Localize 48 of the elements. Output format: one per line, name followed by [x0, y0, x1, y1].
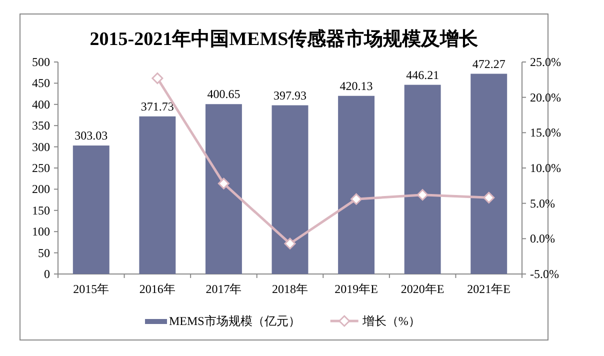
point: [284, 238, 296, 250]
y-tick-label: 250: [32, 161, 50, 175]
legend-label: MEMS市场规模（亿元）: [169, 314, 300, 328]
bar: [338, 96, 375, 274]
y-tick-label: 100: [32, 224, 50, 239]
y2-tick-label: 15.0%: [530, 126, 561, 140]
y-tick-label: 400: [32, 97, 50, 112]
data-label: 303.03: [74, 128, 108, 143]
data-label: 446.21: [406, 68, 440, 82]
x-tick-label: 2021年E: [467, 282, 511, 296]
y-tick-label: 300: [32, 140, 50, 154]
data-label: 400.65: [207, 87, 240, 102]
y-tick-label: 0: [44, 267, 50, 281]
y-tick-label: 450: [32, 76, 50, 90]
y2-tick-label: 25.0%: [530, 55, 561, 69]
x-tick-label: 2019年E: [334, 282, 378, 296]
point: [218, 178, 230, 190]
bar: [272, 105, 308, 274]
y2-tick-label: -5.0%: [530, 267, 559, 281]
y-tick-label: 500: [32, 55, 50, 69]
point: [350, 193, 362, 205]
bar: [205, 104, 242, 274]
x-tick-label: 2016年: [139, 282, 176, 296]
y-tick-label: 50: [38, 246, 50, 260]
y-tick-label: 150: [32, 203, 50, 218]
y-tick-label: 350: [32, 118, 50, 133]
bar: [72, 146, 110, 274]
y2-tick-label: 10.0%: [530, 161, 561, 175]
x-tick-label: 2018年: [272, 282, 308, 296]
x-tick-label: 2015年: [73, 282, 110, 296]
point: [483, 192, 495, 204]
data-label: 472.27: [472, 56, 506, 71]
y2-tick-label: 0.0%: [530, 232, 555, 246]
legend-label: 增长（%）: [361, 314, 420, 328]
x-tick-label: 2020年E: [400, 282, 444, 296]
y-tick-label: 200: [32, 182, 50, 196]
data-label: 371.73: [140, 99, 174, 114]
data-label: 397.93: [274, 88, 306, 102]
y2-tick-label: 5.0%: [530, 196, 555, 210]
bar: [404, 84, 441, 274]
y2-tick-label: 20.0%: [530, 90, 561, 104]
point: [152, 72, 164, 84]
point: [416, 189, 428, 201]
bar: [470, 74, 508, 274]
data-label: 420.13: [340, 78, 373, 93]
x-tick-label: 2017年: [206, 282, 242, 296]
chart-title: 2015-2021年中国MEMS传感器市场规模及增长: [90, 28, 480, 50]
bar: [139, 116, 176, 274]
